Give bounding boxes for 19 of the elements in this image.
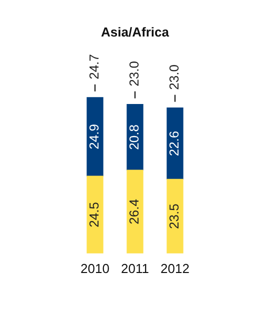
x-tick-label: 2010	[80, 260, 110, 276]
bar	[166, 107, 184, 180]
data-label: 24.9	[86, 124, 102, 150]
annotation: 23.0	[126, 61, 142, 86]
x-tick-label: 2012	[160, 260, 190, 276]
bar	[86, 97, 104, 176]
bar	[126, 170, 144, 254]
bar	[126, 104, 144, 170]
data-label: 22.6	[166, 130, 182, 156]
data-label: 24.5	[86, 202, 102, 228]
x-tick-label: 2011	[121, 260, 149, 276]
annotation: 24.7	[86, 54, 102, 80]
data-label: 20.8	[126, 124, 142, 150]
data-label: 23.5	[166, 204, 182, 229]
annotation: 23.0	[166, 64, 182, 90]
bar	[86, 176, 104, 254]
chart-title: Asia/Africa	[101, 24, 170, 40]
data-label: 26.4	[126, 199, 142, 224]
bar	[166, 178, 184, 254]
